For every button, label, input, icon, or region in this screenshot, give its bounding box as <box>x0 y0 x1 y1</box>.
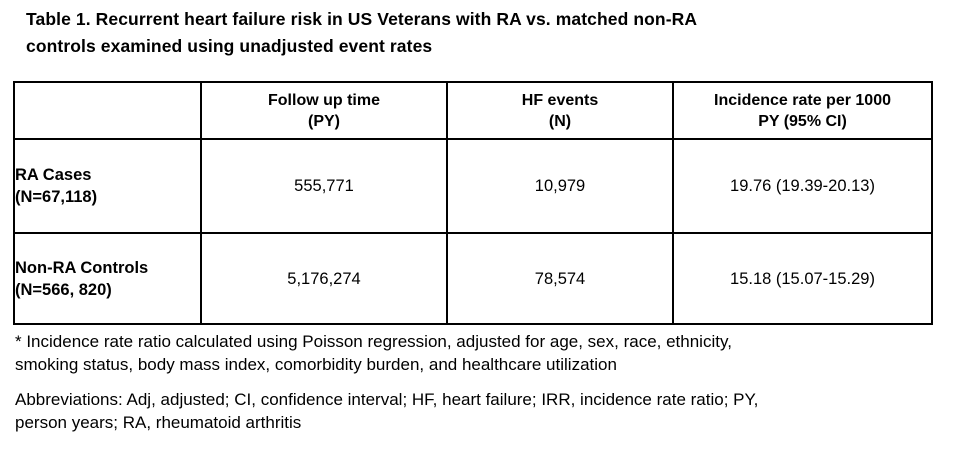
footnote-line2: smoking status, body mass index, comorbi… <box>15 355 617 375</box>
results-table: Follow up time (PY) HF events (N) Incide… <box>13 81 933 325</box>
row-label-non-ra-controls-line1: Non-RA Controls <box>15 258 149 277</box>
row-label-ra-cases-line1: RA Cases <box>15 166 92 184</box>
table-caption-line1: Table 1. Recurrent heart failure risk in… <box>26 9 698 29</box>
row-label-ra-cases-line2: (N=67,118) <box>15 188 98 206</box>
footnote: * Incidence rate ratio calculated using … <box>15 330 732 377</box>
row-label-non-ra-controls: Non-RA Controls (N=566, 820) <box>13 232 202 325</box>
header-hf-events: HF events (N) <box>446 81 674 140</box>
header-hf-events-line2: (N) <box>548 112 572 130</box>
row-label-ra-cases: RA Cases (N=67,118) <box>13 138 202 234</box>
header-follow-up-time-line2: (PY) <box>308 112 340 130</box>
ra-cases-hf-events: 10,979 <box>446 138 674 234</box>
table-caption: Table 1. Recurrent heart failure risk in… <box>26 6 697 60</box>
footnote-line1: * Incidence rate ratio calculated using … <box>15 332 732 351</box>
header-follow-up-time-line1: Follow up time <box>268 91 380 109</box>
header-hf-events-line1: HF events <box>521 91 599 109</box>
header-follow-up-time: Follow up time (PY) <box>200 81 448 140</box>
header-incidence-rate-line1: Incidence rate per 1000 <box>714 91 891 109</box>
table-row-non-ra-controls: Non-RA Controls (N=566, 820) 5,176,274 7… <box>13 232 933 325</box>
header-empty-cell <box>13 81 202 140</box>
row-label-non-ra-controls-line2: (N=566, 820) <box>15 280 112 299</box>
ra-cases-incidence-rate: 19.76 (19.39-20.13) <box>672 138 933 234</box>
header-incidence-rate-line2: PY (95% CI) <box>758 112 847 130</box>
header-incidence-rate: Incidence rate per 1000 PY (95% CI) <box>672 81 933 140</box>
non-ra-controls-incidence-rate: 15.18 (15.07-15.29) <box>672 232 933 325</box>
abbreviations-line2: person years; RA, rheumatoid arthritis <box>15 413 302 433</box>
abbreviations: Abbreviations: Adj, adjusted; CI, confid… <box>15 388 758 435</box>
table-caption-line2: controls examined using unadjusted event… <box>26 36 433 56</box>
abbreviations-line1: Abbreviations: Adj, adjusted; CI, confid… <box>15 390 759 409</box>
table-header-row: Follow up time (PY) HF events (N) Incide… <box>13 81 933 140</box>
ra-cases-follow-up-time: 555,771 <box>200 138 448 234</box>
table-row-ra-cases: RA Cases (N=67,118) 555,771 10,979 19.76… <box>13 138 933 234</box>
non-ra-controls-hf-events: 78,574 <box>446 232 674 325</box>
non-ra-controls-follow-up-time: 5,176,274 <box>200 232 448 325</box>
